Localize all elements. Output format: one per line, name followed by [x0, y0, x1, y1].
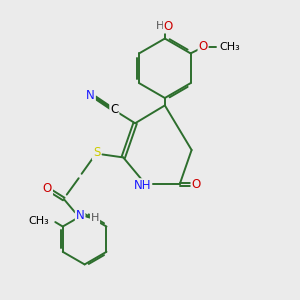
Text: N: N: [86, 88, 95, 101]
Text: H: H: [156, 21, 165, 31]
Text: H: H: [91, 213, 99, 224]
Text: N: N: [76, 209, 85, 222]
Text: CH₃: CH₃: [28, 216, 50, 226]
Text: NH: NH: [134, 179, 151, 192]
Text: CH₃: CH₃: [219, 42, 240, 52]
Text: S: S: [93, 146, 100, 160]
Text: C: C: [110, 103, 118, 116]
Text: O: O: [164, 20, 173, 33]
Text: O: O: [191, 178, 201, 191]
Text: O: O: [199, 40, 208, 53]
Text: O: O: [43, 182, 52, 195]
